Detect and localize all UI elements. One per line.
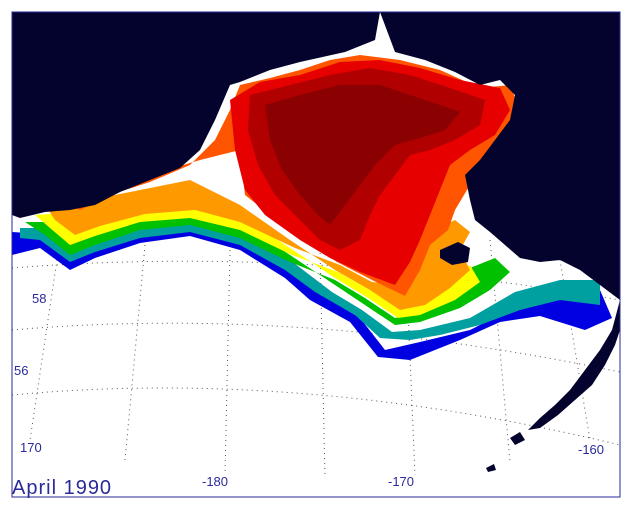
ice-band-deepest [265, 85, 460, 225]
label-lat-58: 58 [32, 291, 46, 306]
ice-band-teal [20, 218, 600, 340]
land-siberia-east [230, 12, 380, 85]
map-title: April 1990 [12, 477, 112, 499]
land-alaska [380, 12, 620, 300]
map-frame [11, 11, 621, 498]
meridian-a [124, 244, 146, 461]
land-siberia [12, 12, 230, 218]
graticule [11, 229, 621, 479]
meridian-m160 [554, 229, 591, 441]
parallel-58 [11, 260, 621, 301]
label-lon-m180: -180 [202, 474, 228, 489]
meridian-b [319, 247, 326, 479]
label-lon-m160: -160 [578, 442, 604, 457]
land-alaska-peninsula [528, 300, 620, 430]
ice-band-blue [12, 222, 612, 360]
label-lon-m170: -170 [388, 474, 414, 489]
land-st-matthew-island [12, 116, 34, 132]
ice-band-yellow [35, 200, 480, 318]
ice-band-orange [45, 180, 470, 310]
land-masses [12, 12, 620, 472]
meridian-c [489, 239, 511, 463]
label-lon-170-west: 170 [20, 440, 42, 455]
land-st-lawrence-island [248, 40, 270, 52]
land-aleutian-islands [486, 432, 525, 472]
sea-ice-field [12, 55, 612, 360]
land-nunivak-island [440, 242, 470, 265]
label-lat-56: 56 [14, 363, 28, 378]
